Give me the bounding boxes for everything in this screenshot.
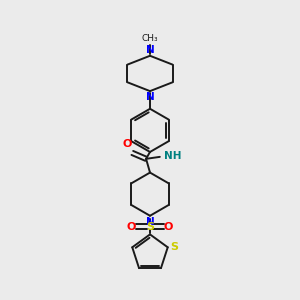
Text: N: N [146,217,154,227]
Text: N: N [146,92,154,102]
Text: O: O [164,222,173,232]
Text: N: N [146,45,154,55]
Text: S: S [146,222,154,232]
Text: O: O [127,222,136,232]
Text: NH: NH [164,151,181,161]
Text: CH₃: CH₃ [142,34,158,43]
Text: S: S [171,242,179,252]
Text: O: O [123,139,132,149]
